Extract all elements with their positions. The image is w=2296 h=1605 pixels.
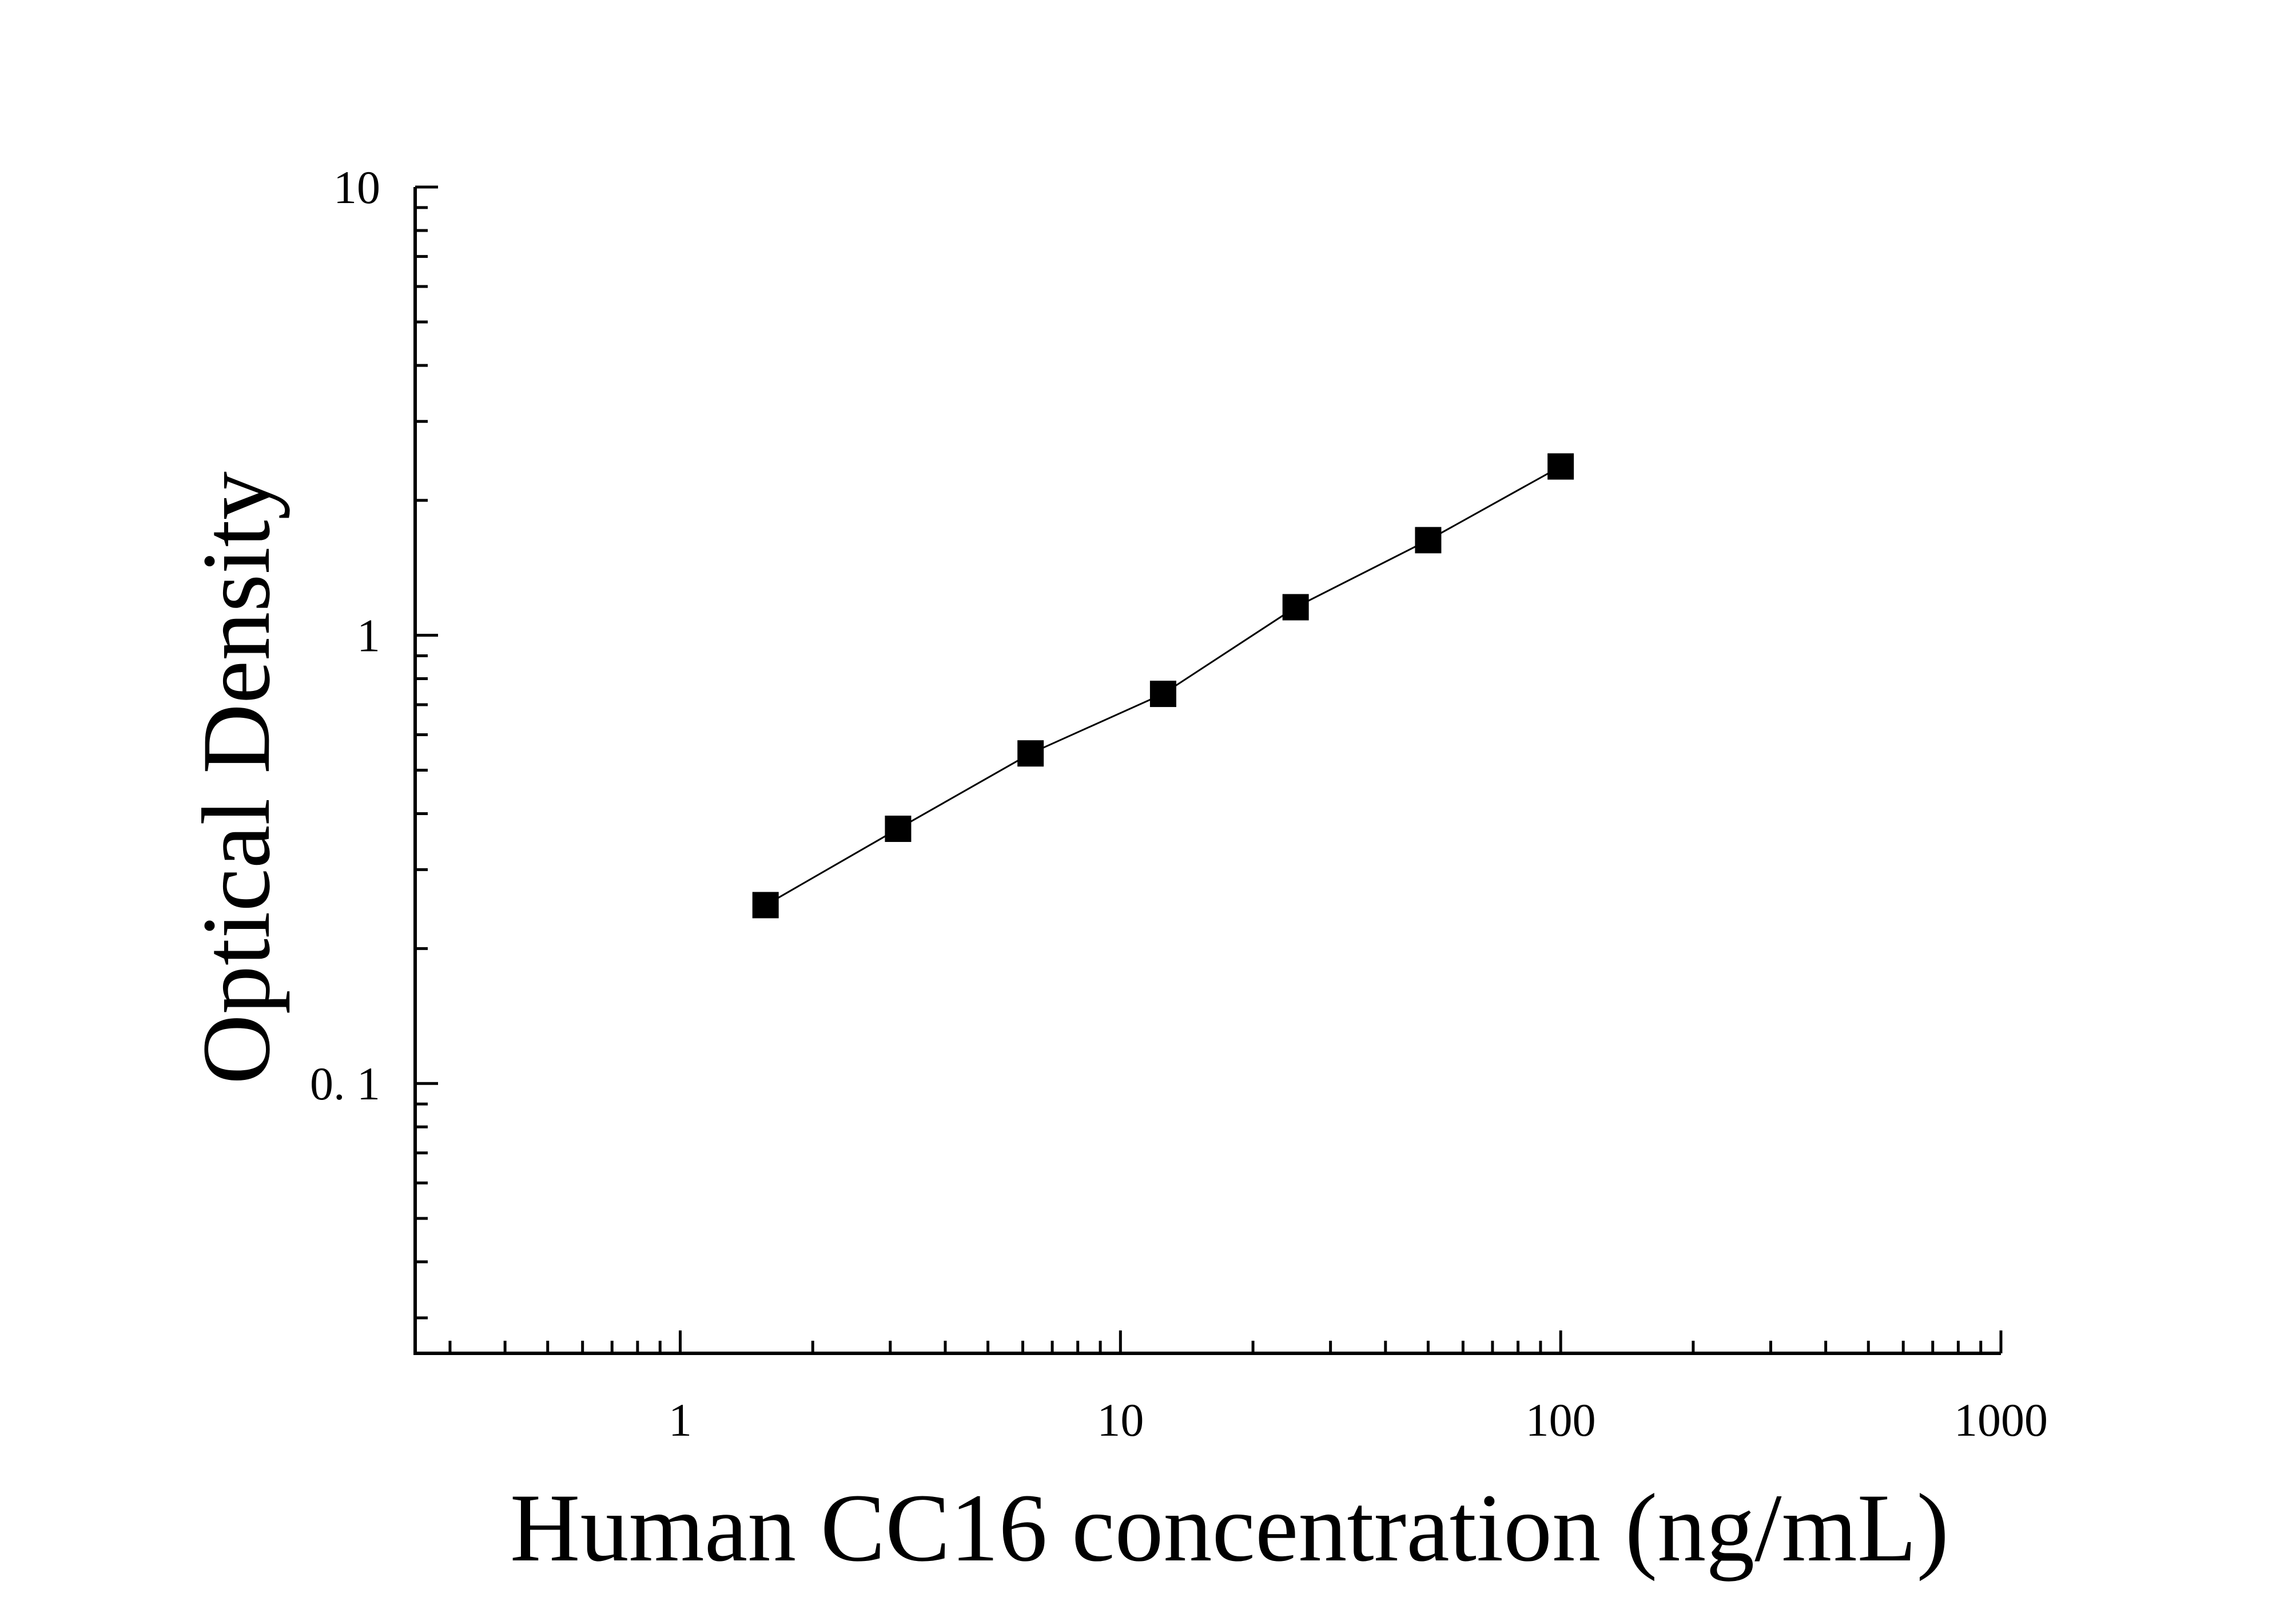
y-tick-label: 1 — [357, 610, 380, 662]
data-point — [752, 892, 779, 919]
ticks — [415, 185, 2003, 1353]
data-point — [1415, 527, 1442, 554]
x-tick-label: 10 — [1097, 1394, 1144, 1446]
y-axis-title: Optical Density — [182, 471, 290, 1084]
data-point — [1149, 681, 1176, 708]
data-point — [1017, 740, 1044, 767]
x-tick-label: 1 — [668, 1394, 692, 1446]
x-tick-label: 100 — [1526, 1394, 1596, 1446]
data-point — [1547, 453, 1574, 480]
y-tick-label: 0. 1 — [310, 1058, 380, 1110]
axes — [413, 187, 2001, 1355]
tick-labels: 1 10 100 1000 0. 1 1 10 — [310, 161, 2048, 1446]
x-tick-label: 1000 — [1954, 1394, 2048, 1446]
data-point — [1282, 594, 1309, 621]
series — [752, 453, 1574, 919]
data-point — [885, 815, 912, 842]
x-axis-title: Human CC16 concentration (ng/mL) — [510, 1474, 1949, 1582]
y-tick-label: 10 — [333, 161, 380, 213]
